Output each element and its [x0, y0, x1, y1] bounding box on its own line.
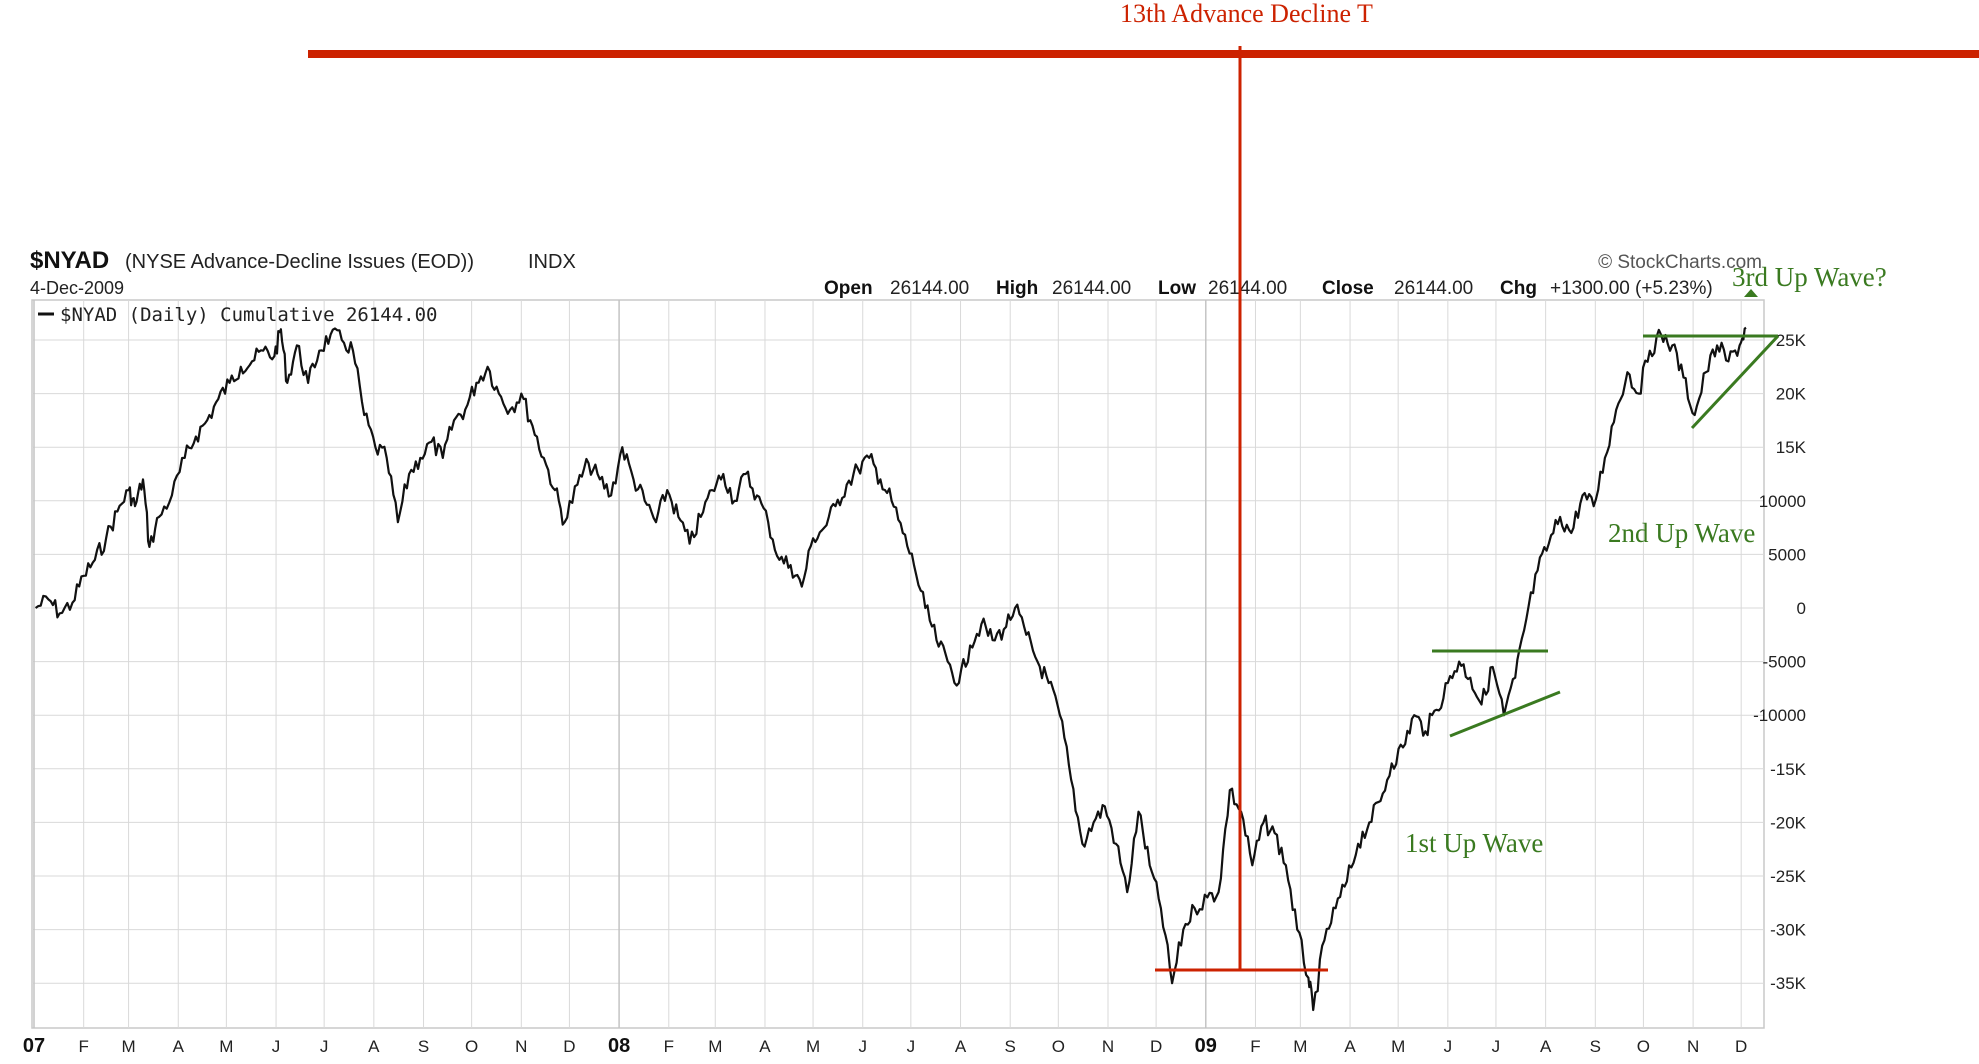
- x-month-label: J: [1444, 1037, 1453, 1056]
- ohlc-chg-value: +1300.00 (+5.23%): [1550, 278, 1713, 299]
- x-month-label: M: [806, 1037, 820, 1056]
- ohlc-high-label: High: [996, 278, 1038, 299]
- x-month-label: A: [759, 1037, 771, 1056]
- symbol-label: $NYAD: [30, 247, 109, 274]
- y-tick-label: -5000: [1763, 653, 1806, 672]
- x-month-label: A: [173, 1037, 185, 1056]
- wave3-marker-icon: [1744, 289, 1758, 297]
- ohlc-chg-label: Chg: [1500, 278, 1537, 299]
- y-tick-label: -20K: [1770, 813, 1807, 832]
- x-month-label: J: [858, 1037, 867, 1056]
- legend-entry: $NYAD (Daily) Cumulative 26144.00: [60, 304, 438, 326]
- x-month-label: J: [1492, 1037, 1501, 1056]
- x-month-label: M: [219, 1037, 233, 1056]
- y-tick-label: 20K: [1776, 385, 1807, 404]
- x-month-label: D: [1150, 1037, 1162, 1056]
- wave2-label: 2nd Up Wave: [1608, 518, 1755, 548]
- ohlc-close-value: 26144.00: [1394, 278, 1473, 299]
- wave1-label: 1st Up Wave: [1405, 828, 1543, 858]
- x-month-label: N: [1687, 1037, 1699, 1056]
- ohlc-low-value: 26144.00: [1208, 278, 1287, 299]
- x-month-label: F: [1250, 1037, 1260, 1056]
- x-month-label: N: [1102, 1037, 1114, 1056]
- ohlc-close-label: Close: [1322, 278, 1374, 299]
- x-axis: 07 F M A M J J A S O N D 08 F M A M J J A S O N D 09 F M A M J J A S O N D: [23, 1035, 1747, 1057]
- x-month-label: N: [515, 1037, 527, 1056]
- x-month-label: D: [1735, 1037, 1747, 1056]
- wave3-label: 3rd Up Wave?: [1732, 262, 1887, 292]
- x-month-label: M: [1391, 1037, 1405, 1056]
- y-tick-label: -15K: [1770, 760, 1807, 779]
- x-month-label: F: [664, 1037, 674, 1056]
- wave1-support-line: [1449, 690, 1561, 738]
- x-month-label: M: [1293, 1037, 1307, 1056]
- plot-frame: [31, 299, 1765, 1029]
- x-month-label: O: [1637, 1037, 1650, 1056]
- x-month-label: J: [320, 1037, 329, 1056]
- y-tick-label: -25K: [1770, 867, 1807, 886]
- series-line-nyad: [34, 326, 1747, 1012]
- x-year-label: 09: [1195, 1035, 1217, 1057]
- x-month-label: S: [1590, 1037, 1601, 1056]
- wave3-support-line: [1690, 334, 1780, 430]
- x-month-label: S: [418, 1037, 429, 1056]
- x-year-label: 08: [608, 1035, 630, 1057]
- ohlc-low-label: Low: [1158, 278, 1196, 299]
- ohlc-open-value: 26144.00: [890, 278, 969, 299]
- exchange-label: INDX: [528, 251, 576, 273]
- date-label: 4-Dec-2009: [30, 278, 124, 298]
- x-month-label: S: [1005, 1037, 1016, 1056]
- y-tick-label: -30K: [1770, 921, 1807, 940]
- watermark: © StockCharts.com: [1598, 252, 1762, 273]
- ohlc-open-label: Open: [824, 278, 873, 299]
- y-axis: 25K 20K 15K 10000 5000 0 -5000 -10000 -15K -20K -2…: [1753, 331, 1807, 993]
- y-tick-label: 25K: [1776, 331, 1807, 350]
- y-tick-label: 15K: [1776, 438, 1807, 457]
- x-month-label: O: [465, 1037, 478, 1056]
- x-month-label: O: [1052, 1037, 1065, 1056]
- x-month-label: A: [368, 1037, 380, 1056]
- y-tick-label: -35K: [1770, 974, 1807, 993]
- x-month-label: F: [78, 1037, 88, 1056]
- x-month-label: D: [563, 1037, 575, 1056]
- x-month-label: M: [121, 1037, 135, 1056]
- x-year-label: 07: [23, 1035, 45, 1057]
- y-tick-label: -10000: [1753, 706, 1806, 725]
- x-month-label: A: [955, 1037, 967, 1056]
- x-month-label: A: [1344, 1037, 1356, 1056]
- x-month-label: A: [1540, 1037, 1552, 1056]
- y-tick-label: 5000: [1768, 545, 1806, 564]
- x-month-label: M: [708, 1037, 722, 1056]
- grid: [32, 300, 1764, 1028]
- symbol-description: (NYSE Advance-Decline Issues (EOD)): [125, 251, 474, 273]
- y-tick-label: 10000: [1759, 492, 1806, 511]
- top-annotation-label: 13th Advance Decline T: [1120, 0, 1373, 28]
- x-month-label: J: [272, 1037, 281, 1056]
- ohlc-readout: Open 26144.00 High 26144.00 Low 26144.00…: [824, 278, 1713, 299]
- y-tick-label: 0: [1797, 599, 1806, 618]
- ohlc-high-value: 26144.00: [1052, 278, 1131, 299]
- x-month-label: J: [907, 1037, 916, 1056]
